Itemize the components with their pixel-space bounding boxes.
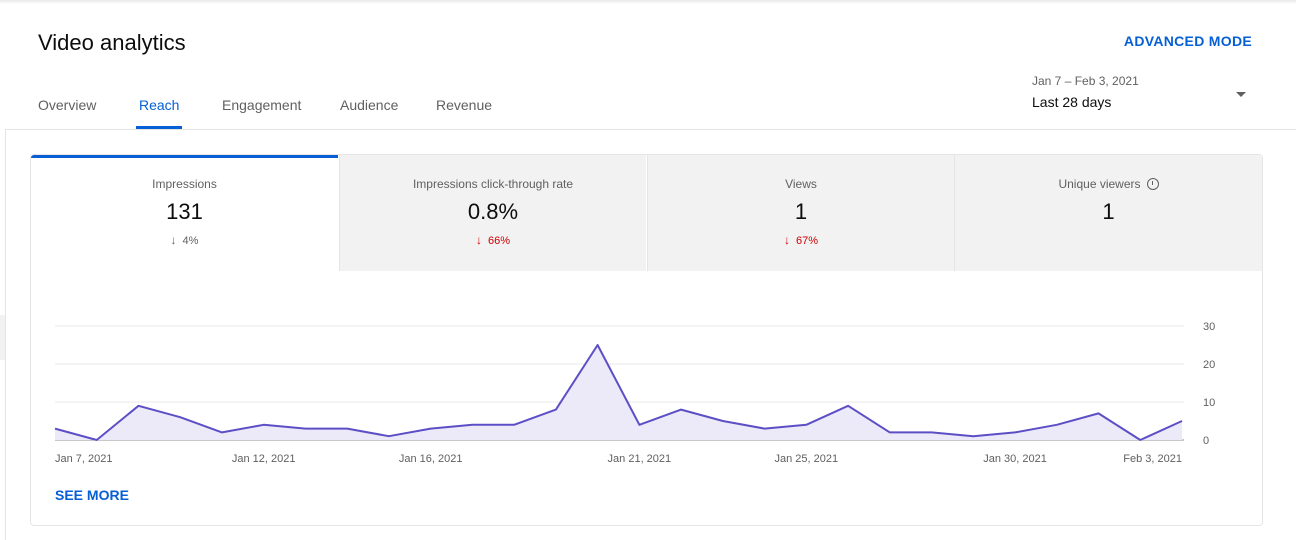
x-tick-label: Feb 3, 2021 <box>1123 453 1182 465</box>
metric-label: Impressions click-through rate <box>412 177 574 191</box>
left-border <box>5 130 6 540</box>
metric-value: 1 <box>1102 199 1115 224</box>
data-point <box>220 431 223 434</box>
left-edge-marker <box>0 315 5 360</box>
data-point <box>1097 412 1100 415</box>
advanced-mode-button[interactable]: ADVANCED MODE <box>1123 33 1252 49</box>
tab-reach[interactable]: Reach <box>135 97 183 129</box>
data-point <box>972 435 975 438</box>
data-point <box>95 439 98 442</box>
x-tick-label: Jan 16, 2021 <box>399 453 463 465</box>
top-shadow <box>0 0 1296 4</box>
metric-label: Impressions <box>152 177 217 191</box>
metric-delta: ↓ 4% <box>31 233 338 247</box>
metric-unique-viewers[interactable]: Unique viewers 1 <box>954 155 1262 271</box>
data-point <box>888 431 891 434</box>
metric-delta-value: 66% <box>487 235 511 247</box>
data-point <box>805 423 808 426</box>
data-point <box>429 427 432 430</box>
data-point <box>847 404 850 407</box>
header-divider <box>5 129 1296 130</box>
metric-label-row: Unique viewers <box>955 177 1262 191</box>
tab-audience[interactable]: Audience <box>340 97 399 113</box>
data-point <box>179 416 182 419</box>
data-point <box>763 427 766 430</box>
data-point <box>387 435 390 438</box>
metric-delta-value: 67% <box>795 235 819 247</box>
see-more-button[interactable]: SEE MORE <box>55 487 129 503</box>
data-point <box>1014 431 1017 434</box>
data-point <box>1055 423 1058 426</box>
metric-label: Views <box>785 177 817 191</box>
data-point <box>596 344 599 347</box>
data-point <box>346 427 349 430</box>
tab-overview[interactable]: Overview <box>38 97 97 113</box>
date-range-selector[interactable]: Jan 7 – Feb 3, 2021 Last 28 days <box>1032 74 1254 118</box>
arrow-down-icon: ↓ <box>783 233 790 247</box>
metric-tabs: Impressions 131 ↓ 4% Impressions click-th… <box>31 155 1262 271</box>
data-point <box>262 423 265 426</box>
metric-ctr[interactable]: Impressions click-through rate 0.8% ↓ 66% <box>339 155 646 271</box>
metric-value: 131 <box>166 199 203 224</box>
chart-series-line <box>54 344 1183 441</box>
data-point <box>721 420 724 423</box>
data-point <box>554 408 557 411</box>
clock-icon <box>1146 178 1159 190</box>
date-range-dates: Jan 7 – Feb 3, 2021 <box>1032 74 1139 88</box>
chart-y-axis: 0 10 20 30 <box>1203 321 1215 447</box>
data-point <box>930 431 933 434</box>
data-point <box>304 427 307 430</box>
chart-area-fill <box>55 345 1182 440</box>
metric-value: 1 <box>794 199 808 224</box>
data-point <box>1139 439 1142 442</box>
x-tick-label: Jan 12, 2021 <box>232 453 296 465</box>
data-point <box>513 423 516 426</box>
metric-impressions[interactable]: Impressions 131 ↓ 4% <box>31 155 338 271</box>
y-tick-label: 30 <box>1203 321 1215 333</box>
metric-label: Unique viewers <box>1058 177 1141 191</box>
y-tick-label: 0 <box>1203 435 1209 447</box>
metric-delta-value: 4% <box>182 235 199 247</box>
tab-engagement[interactable]: Engagement <box>222 97 302 113</box>
chart-x-axis: Jan 7, 2021 Jan 12, 2021 Jan 16, 2021 Jan 2… <box>55 453 1182 465</box>
x-tick-label: Jan 25, 2021 <box>775 453 839 465</box>
page-title: Video analytics <box>38 30 186 55</box>
y-tick-label: 20 <box>1203 359 1215 371</box>
date-range-label: Last 28 days <box>1032 94 1112 110</box>
data-point <box>471 423 474 426</box>
x-tick-label: Jan 21, 2021 <box>608 453 672 465</box>
tab-revenue[interactable]: Revenue <box>436 97 493 113</box>
dropdown-caret-icon <box>1236 92 1246 97</box>
impressions-chart: 0 10 20 30 Jan 7, 2021 Jan 12, 2021 Jan 16, 2… <box>54 321 1215 465</box>
metric-value: 0.8% <box>467 199 519 224</box>
data-point <box>680 408 683 411</box>
x-tick-label: Jan 30, 2021 <box>983 453 1047 465</box>
y-tick-label: 10 <box>1203 397 1215 409</box>
data-point <box>1181 420 1184 423</box>
data-point <box>638 423 641 426</box>
arrow-down-icon: ↓ <box>170 233 177 247</box>
reach-card: Impressions 131 ↓ 4% Impressions click-th… <box>30 154 1263 526</box>
data-point <box>54 427 57 430</box>
metric-delta: ↓ 66% <box>340 233 646 247</box>
x-tick-label: Jan 7, 2021 <box>55 453 113 465</box>
arrow-down-icon: ↓ <box>475 233 482 247</box>
metric-delta: ↓ 67% <box>648 233 954 247</box>
metric-views[interactable]: Views 1 ↓ 67% <box>647 155 954 271</box>
data-point <box>137 404 140 407</box>
